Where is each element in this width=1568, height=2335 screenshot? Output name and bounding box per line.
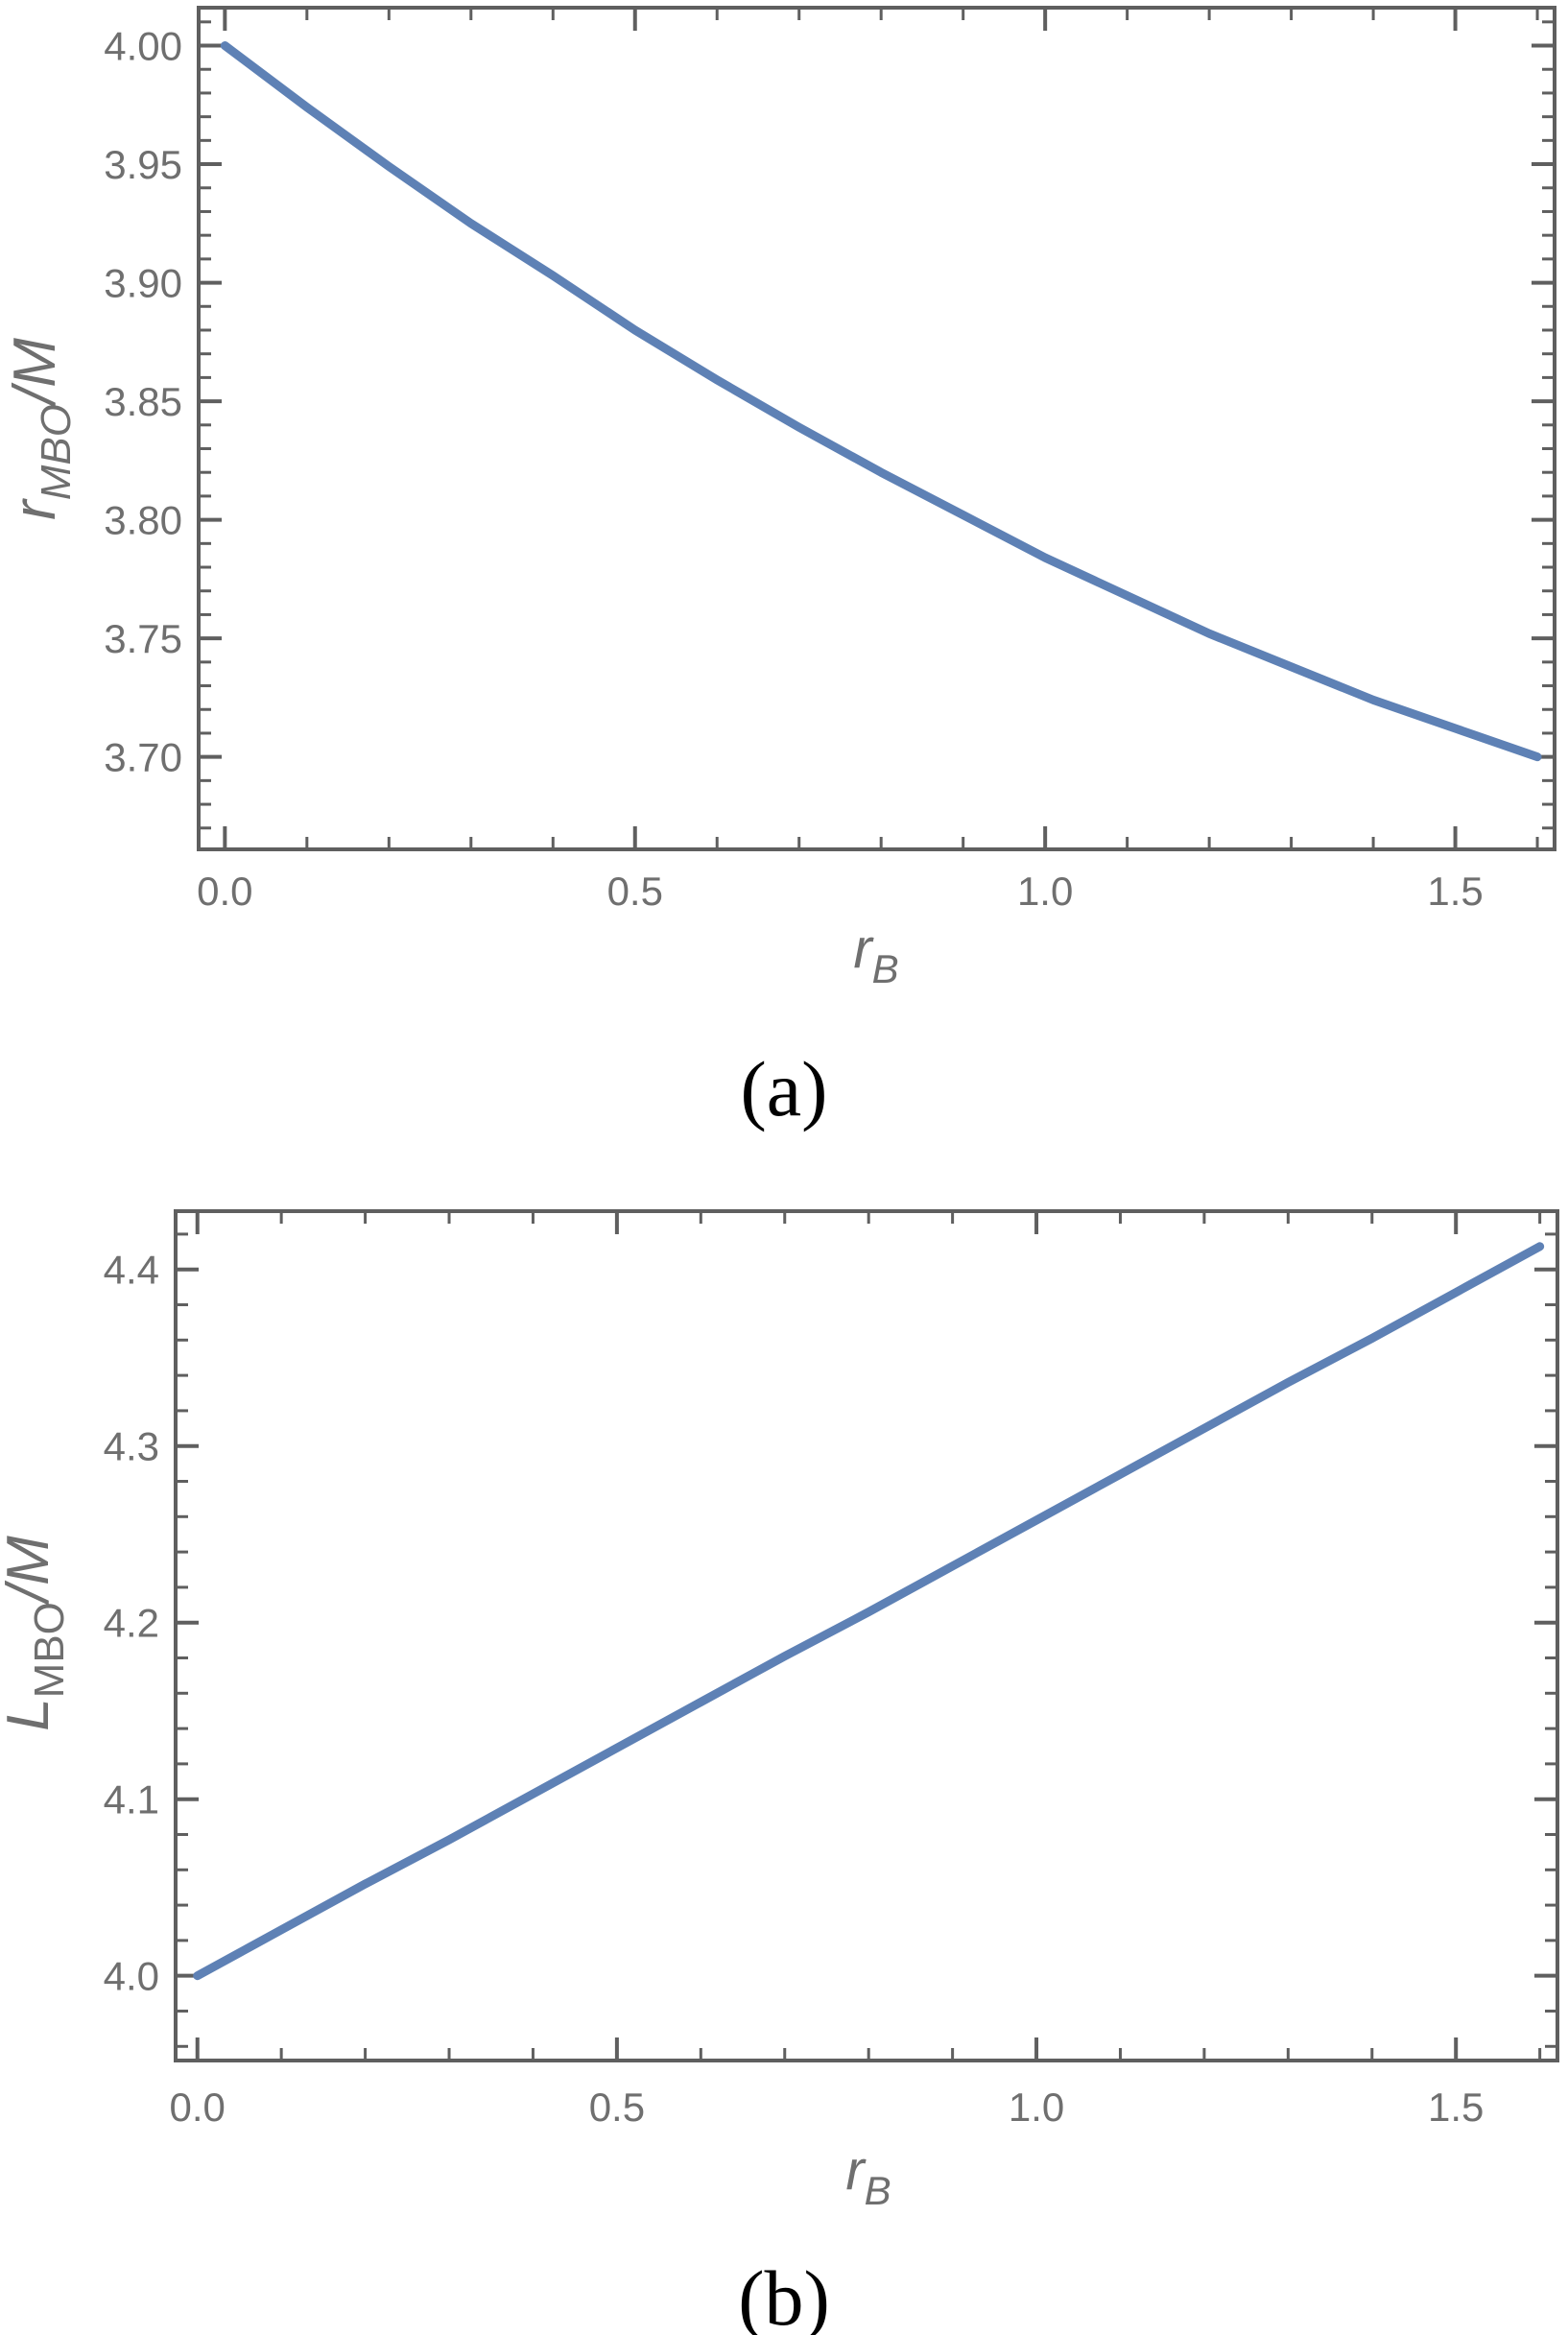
axis-label-text: /M (0, 1536, 61, 1606)
y-tick-label: 4.0 (104, 1954, 159, 1999)
axis-label-subscript: MBO (33, 404, 80, 500)
plot-b-ticks (176, 1211, 1557, 2061)
axis-label-text: r (2, 498, 68, 520)
x-tick-label: 0.0 (170, 2085, 226, 2130)
plot-b-tick-labels: 0.0 0.5 1.0 1.5 4.0 4.1 4.2 4.3 4.4 (104, 1248, 1485, 2130)
axis-label-subscript: B (872, 946, 899, 991)
plot-a-x-axis-label: rB (853, 917, 898, 991)
x-tick-label: 1.0 (1017, 869, 1073, 914)
y-tick-label: 4.1 (104, 1777, 159, 1823)
y-tick-label: 3.90 (104, 261, 182, 306)
y-tick-label: 4.3 (104, 1424, 159, 1469)
plot-b-x-axis-label: rB (845, 2139, 891, 2213)
plot-a-frame (197, 6, 1556, 851)
y-tick-label: 4.00 (104, 24, 182, 69)
x-tick-label: 1.5 (1428, 2085, 1484, 2130)
axis-label-subscript: MBO (26, 1602, 73, 1698)
axis-label-text: L (0, 1698, 61, 1730)
plot-a-ticks (199, 8, 1555, 849)
y-tick-label: 3.95 (104, 142, 182, 187)
axis-label-subscript: B (865, 2168, 891, 2213)
y-tick-label: 3.85 (104, 379, 182, 424)
plot-a-y-axis-label: rMBO/M (2, 338, 80, 520)
y-tick-label: 3.80 (104, 498, 182, 543)
plot-b-curve (193, 1242, 1545, 1981)
axis-label-text: r (853, 917, 874, 980)
axis-label-text: r (845, 2139, 867, 2202)
y-tick-label: 4.2 (104, 1601, 159, 1646)
plot-b-panel: 0.0 0.5 1.0 1.5 4.0 4.1 4.2 4.3 4.4 LMBO/M rB (b… (0, 1209, 1559, 2335)
plot-a-tick-labels: 0.0 0.5 1.0 1.5 3.70 3.75 3.80 3.85 3.90 3.95 4.00 (104, 24, 1484, 914)
x-tick-label: 1.0 (1009, 2085, 1064, 2130)
caption-a: (a) (740, 1045, 827, 1132)
y-tick-label: 3.70 (104, 735, 182, 780)
x-tick-label: 1.5 (1427, 869, 1483, 914)
x-tick-label: 0.5 (589, 2085, 645, 2130)
axis-label-text: /M (2, 338, 68, 408)
caption-b: (b) (738, 2254, 830, 2335)
y-tick-label: 4.4 (104, 1248, 159, 1293)
x-tick-label: 0.0 (197, 869, 252, 914)
plot-b-frame (174, 1209, 1559, 2062)
plot-a-panel: 0.0 0.5 1.0 1.5 3.70 3.75 3.80 3.85 3.90 3.95 4.00… (2, 6, 1556, 1132)
plot-b-y-axis-label: LMBO/M (0, 1536, 73, 1731)
y-tick-label: 3.75 (104, 616, 182, 661)
plot-a-curve (220, 41, 1542, 762)
x-tick-label: 0.5 (607, 869, 663, 914)
